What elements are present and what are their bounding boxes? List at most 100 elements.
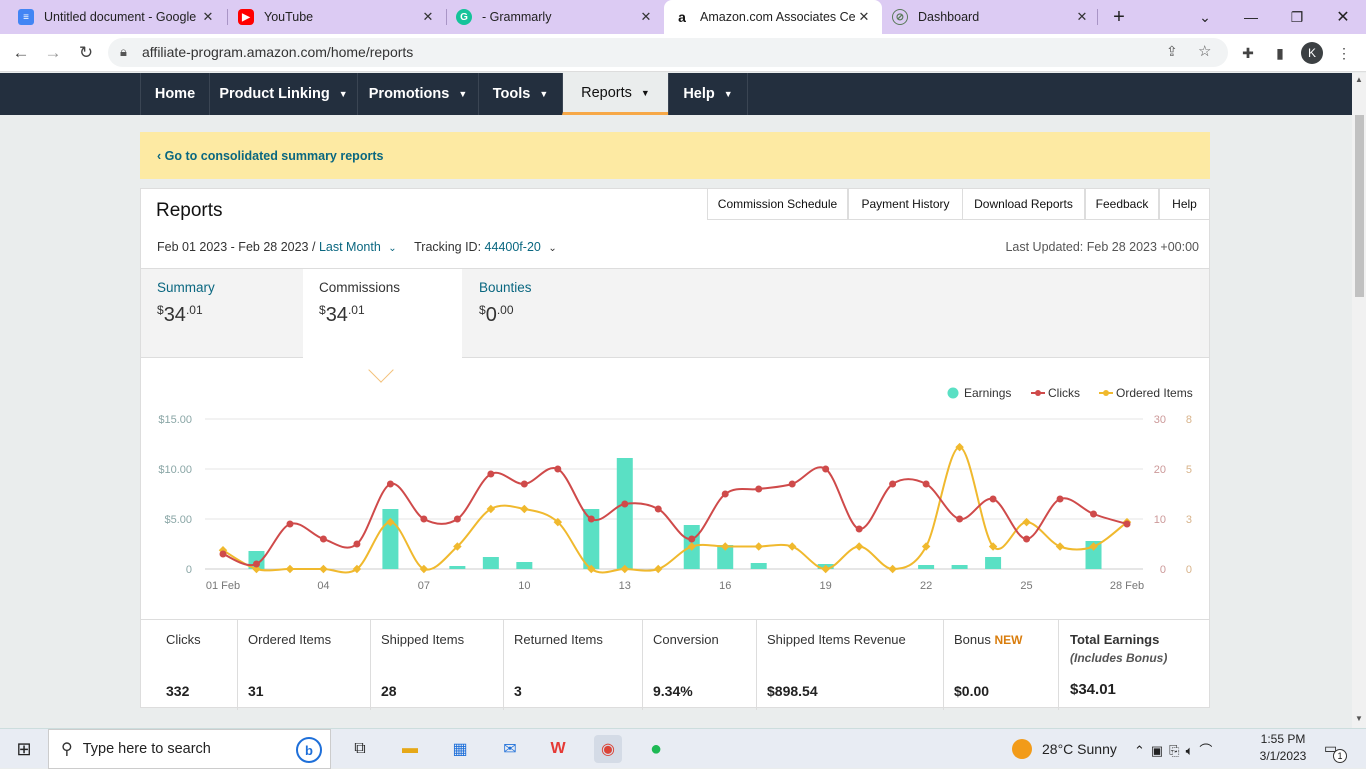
tab-amount: $34.01 xyxy=(157,303,203,326)
nav-product-linking[interactable]: Product Linking ▼ xyxy=(209,73,357,115)
chrome-icon[interactable]: ◉ xyxy=(594,735,622,763)
nav-reports[interactable]: Reports ▼ xyxy=(562,73,668,115)
page-scrollbar[interactable]: ▲ ▼ xyxy=(1352,73,1366,728)
windows-start-icon[interactable]: ⊞ xyxy=(16,738,32,759)
tab-search-chevron-icon[interactable]: ⌄ xyxy=(1199,8,1211,25)
ordered-items-point xyxy=(319,564,328,574)
nav-promotions[interactable]: Promotions ▼ xyxy=(357,73,478,115)
tab-commissions[interactable]: Commissions $34.01 xyxy=(303,269,462,364)
metric-ordered-items: Ordered Items 31 xyxy=(238,620,371,710)
tab-amount: $34.01 xyxy=(319,303,365,326)
nav-home[interactable]: Home xyxy=(140,73,209,115)
lock-icon[interactable]: 🔒︎ xyxy=(120,44,127,59)
microsoft-store-icon[interactable]: ▦ xyxy=(452,741,468,758)
taskbar-search[interactable]: ⚲ Type here to search b xyxy=(48,729,331,769)
period-selector[interactable]: Last Month xyxy=(318,240,381,254)
extensions-puzzle-icon[interactable]: ✚ xyxy=(1242,44,1254,61)
close-icon[interactable]: ✕ xyxy=(858,9,870,24)
menu-dots-icon[interactable]: ⋮ xyxy=(1337,44,1351,61)
bing-icon[interactable]: b xyxy=(296,737,322,763)
metric-label: Ordered Items xyxy=(248,632,332,647)
window-close-button[interactable]: ✕ xyxy=(1336,9,1350,26)
tab-amount: $0.00 xyxy=(479,303,514,326)
ordered-items-point xyxy=(888,564,897,574)
payment-history-link[interactable]: Payment History xyxy=(848,189,963,220)
browser-tab-google-docs[interactable]: ≡ Untitled document - Google ✕ xyxy=(8,0,226,34)
search-placeholder[interactable]: Type here to search xyxy=(82,741,211,757)
browser-tab-dashboard[interactable]: ⊘ Dashboard ✕ xyxy=(882,0,1100,34)
metric-value: 9.34% xyxy=(653,683,693,699)
restore-button[interactable]: ❐ xyxy=(1290,8,1304,25)
caret-down-icon: ▼ xyxy=(539,89,549,99)
chevron-down-icon[interactable]: ⌄ xyxy=(388,243,397,254)
close-icon[interactable]: ✕ xyxy=(1076,9,1088,24)
new-tab-button[interactable]: + xyxy=(1113,5,1125,28)
back-button[interactable]: ← xyxy=(12,43,30,62)
clicks-point xyxy=(554,465,562,473)
reload-button[interactable]: ↻ xyxy=(78,43,94,62)
system-tray-icons[interactable]: ⌃▣⎘🔈︎⌒ xyxy=(1134,743,1219,758)
mail-icon[interactable]: ✉ xyxy=(503,741,517,758)
clock-date[interactable]: 3/1/2023 xyxy=(1259,749,1307,763)
forward-button[interactable]: → xyxy=(44,43,62,62)
clicks-point xyxy=(252,560,260,568)
file-explorer-icon[interactable]: ▬ xyxy=(402,740,418,757)
tab-bounties[interactable]: Bounties $0.00 xyxy=(463,269,623,359)
help-link[interactable]: Help xyxy=(1159,189,1210,220)
wps-office-icon[interactable]: W xyxy=(550,740,566,757)
clicks-point xyxy=(1090,510,1098,518)
ordered-items-point xyxy=(921,542,931,551)
profile-avatar[interactable]: K xyxy=(1301,42,1323,64)
url-text[interactable]: affiliate-program.amazon.com/home/report… xyxy=(142,44,414,60)
nav-tools[interactable]: Tools ▼ xyxy=(478,73,562,115)
dashboard-icon: ⊘ xyxy=(892,9,908,25)
nav-label: Home xyxy=(154,86,196,102)
tab-summary[interactable]: Summary $34.01 xyxy=(141,269,303,359)
x-axis-tick: 07 xyxy=(418,580,430,592)
consolidated-reports-banner: ‹ Go to consolidated summary reports xyxy=(140,132,1210,179)
legend-label: Clicks xyxy=(1048,386,1080,400)
download-reports-link[interactable]: Download Reports xyxy=(962,189,1085,220)
side-panel-icon[interactable]: ▮ xyxy=(1276,44,1284,61)
clock-time[interactable]: 1:55 PM xyxy=(1260,732,1306,746)
new-badge: NEW xyxy=(994,633,1023,647)
browser-tab-youtube[interactable]: ▶ YouTube ✕ xyxy=(228,0,446,34)
nav-help[interactable]: Help ▼ xyxy=(668,73,748,115)
minimize-button[interactable]: — xyxy=(1244,9,1258,25)
task-view-icon[interactable]: ⧉ xyxy=(354,740,366,757)
clicks-axis-tick: 0 xyxy=(1160,564,1166,576)
x-axis-tick: 28 Feb xyxy=(1110,580,1144,592)
consolidated-summary-link[interactable]: ‹ Go to consolidated summary reports xyxy=(157,148,384,163)
clicks-point xyxy=(286,520,294,528)
metric-value: 332 xyxy=(166,683,190,699)
nav-label: Reports xyxy=(581,84,632,101)
scroll-down-arrow-icon[interactable]: ▼ xyxy=(1355,714,1363,723)
scroll-up-arrow-icon[interactable]: ▲ xyxy=(1355,75,1363,84)
weather-sun-icon[interactable] xyxy=(1012,739,1032,759)
browser-tab-amazon-associates[interactable]: a Amazon.com Associates Cen ✕ xyxy=(664,0,882,34)
windows-taskbar: ⊞ ⚲ Type here to search b ⧉ ▬ ▦ ✉ W ◉ ● … xyxy=(0,728,1366,769)
weather-text[interactable]: 28°C Sunny xyxy=(1042,741,1117,757)
browser-tab-grammarly[interactable]: G - Grammarly ✕ xyxy=(446,0,664,34)
associates-nav-bar: Home Product Linking ▼ Promotions ▼ Tools ▼… xyxy=(0,73,1352,115)
scrollbar-thumb[interactable] xyxy=(1355,115,1364,297)
close-icon[interactable]: ✕ xyxy=(640,9,652,24)
clicks-point xyxy=(1023,535,1031,543)
feedback-link[interactable]: Feedback xyxy=(1085,189,1159,220)
ordered-items-point xyxy=(1089,542,1098,551)
clicks-axis-tick: 10 xyxy=(1154,514,1166,526)
date-tracking-row: Feb 01 2023 - Feb 28 2023 / Last Month ⌄… xyxy=(157,240,557,254)
close-icon[interactable]: ✕ xyxy=(202,9,214,24)
metric-shipped-items: Shipped Items 28 xyxy=(371,620,504,710)
close-icon[interactable]: ✕ xyxy=(422,9,434,24)
spotify-icon[interactable]: ● xyxy=(649,737,663,760)
omnibox[interactable]: 🔒︎ affiliate-program.amazon.com/home/rep… xyxy=(108,38,1228,67)
earnings-bar xyxy=(951,565,968,569)
ordered-axis-tick: 5 xyxy=(1186,464,1192,476)
bookmark-star-icon[interactable]: ☆ xyxy=(1198,43,1212,60)
chevron-down-icon[interactable]: ⌄ xyxy=(548,243,557,254)
clicks-point xyxy=(353,540,361,548)
commission-schedule-link[interactable]: Commission Schedule xyxy=(707,189,848,220)
share-icon[interactable]: ⇪ xyxy=(1166,43,1178,59)
tracking-id-selector[interactable]: 44400f-20 xyxy=(484,240,541,254)
